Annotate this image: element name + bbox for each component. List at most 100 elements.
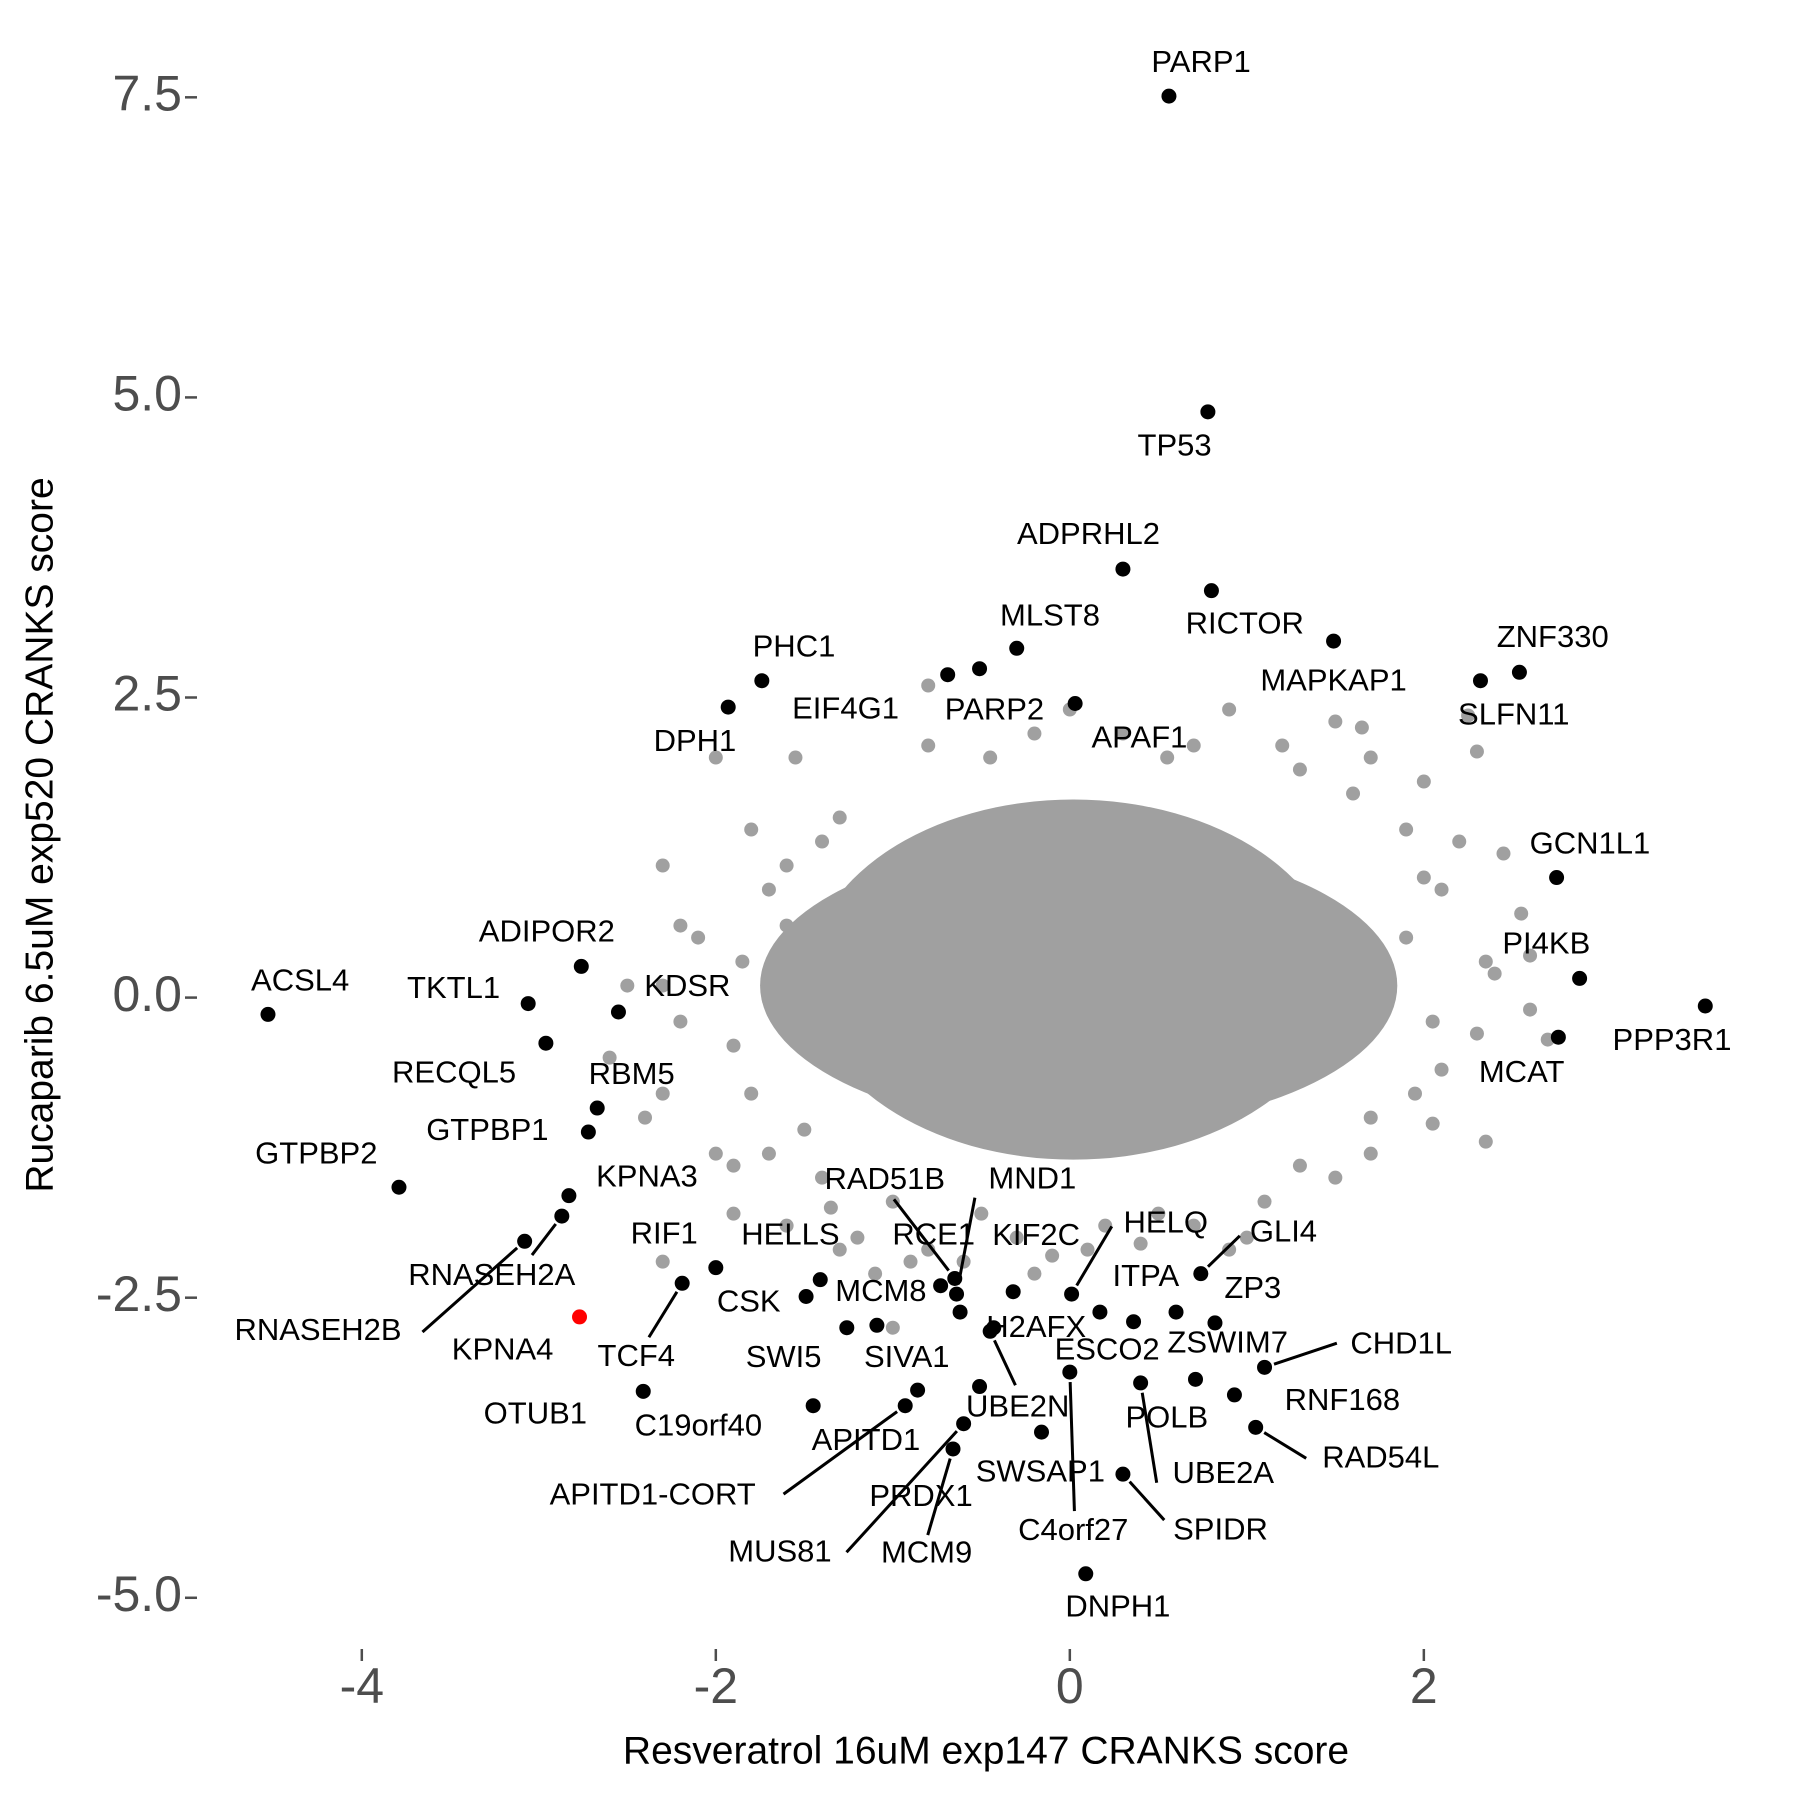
point <box>1354 720 1369 735</box>
point-label: GTPBP2 <box>255 1135 377 1170</box>
point <box>673 918 688 933</box>
point <box>1346 786 1361 801</box>
leader-line <box>1263 1431 1307 1460</box>
point-label: MLST8 <box>1000 597 1100 632</box>
point <box>983 750 998 765</box>
point <box>1514 906 1529 921</box>
leader-line <box>1075 1225 1114 1287</box>
point-label: DNPH1 <box>1065 1588 1170 1623</box>
y-tick-label: 7.5 <box>112 66 182 122</box>
point-label: ESCO2 <box>1055 1332 1160 1367</box>
point <box>572 1309 588 1325</box>
point-label: SPIDR <box>1173 1512 1268 1547</box>
point <box>1469 744 1484 759</box>
point <box>538 1035 554 1051</box>
point-label: UBE2A <box>1172 1455 1274 1490</box>
y-tick-label: 0.0 <box>112 966 182 1022</box>
point-label: RAD51B <box>824 1161 945 1196</box>
point <box>1009 640 1025 656</box>
leader-line <box>782 1410 899 1496</box>
point-label: RICTOR <box>1186 605 1304 640</box>
point <box>815 1170 830 1185</box>
leader-line <box>421 1246 519 1334</box>
point <box>956 1416 972 1432</box>
point <box>1115 561 1131 577</box>
point <box>1186 1218 1201 1233</box>
point <box>933 1278 949 1294</box>
point <box>1452 834 1467 849</box>
point <box>779 858 794 873</box>
point <box>1434 882 1449 897</box>
point-label: ZP3 <box>1224 1270 1281 1305</box>
point <box>1487 966 1502 981</box>
point <box>602 1050 617 1065</box>
point <box>885 1194 900 1209</box>
point-label: PI4KB <box>1502 925 1590 960</box>
leader-line <box>892 1198 950 1272</box>
point <box>1292 762 1307 777</box>
point-label: APITD1 <box>812 1422 921 1457</box>
x-tick-label: 2 <box>1410 1658 1438 1714</box>
point-label: H2AFX <box>986 1309 1086 1344</box>
point <box>779 1218 794 1233</box>
point-label: MUS81 <box>728 1534 831 1569</box>
leader-line <box>1140 1392 1159 1484</box>
point-label: PARP1 <box>1151 44 1250 79</box>
point <box>1064 1286 1080 1302</box>
point <box>1161 88 1177 104</box>
point <box>589 1100 605 1116</box>
y-tick-label: 2.5 <box>112 666 182 722</box>
series <box>602 678 1555 1335</box>
point <box>708 750 723 765</box>
point-label: RAD54L <box>1322 1440 1439 1475</box>
point <box>1399 822 1414 837</box>
point-label: SLFN11 <box>1458 696 1569 731</box>
point <box>1080 1242 1095 1257</box>
y-axis-title: Rucaparib 6.5uM exp520 CRANKS score <box>18 477 61 1192</box>
point-label: CHD1L <box>1350 1326 1452 1361</box>
point-label: TKTL1 <box>407 970 500 1005</box>
point <box>655 1254 670 1269</box>
point-label: SWI5 <box>746 1339 822 1374</box>
point <box>1168 1304 1184 1320</box>
point <box>1363 1110 1378 1125</box>
point-label: ACSL4 <box>251 962 349 997</box>
point <box>1363 1146 1378 1161</box>
x-tick-label: -4 <box>340 1658 384 1714</box>
point-label: UBE2N <box>966 1388 1069 1423</box>
point <box>832 810 847 825</box>
series: PARP1 TP53 ADPRHL2 RICTOR MAPKAP1 ZNF330 SLFN1… <box>234 44 1731 1623</box>
point <box>1399 930 1414 945</box>
point-label: RBM5 <box>589 1056 675 1091</box>
point <box>674 1275 690 1291</box>
point <box>839 1320 855 1336</box>
point <box>554 1208 570 1224</box>
leader-line <box>647 1291 679 1339</box>
leader-line <box>1273 1341 1338 1366</box>
point-label: MCM9 <box>881 1535 972 1570</box>
point <box>1292 1158 1307 1173</box>
point-label: APITD1-CORT <box>550 1477 756 1512</box>
point <box>1126 1314 1142 1330</box>
point <box>610 1004 626 1020</box>
point <box>744 1086 759 1101</box>
point-label: MND1 <box>988 1161 1076 1196</box>
point <box>1416 774 1431 789</box>
point <box>1092 1304 1108 1320</box>
point <box>921 738 936 753</box>
point-label: HELQ <box>1124 1204 1208 1239</box>
point-label: PRDX1 <box>869 1478 972 1513</box>
point <box>921 678 936 693</box>
point <box>812 1272 828 1288</box>
point-label: MCM8 <box>835 1273 926 1308</box>
point <box>1425 1116 1440 1131</box>
point-label: GCN1L1 <box>1530 826 1651 861</box>
point-label: KDSR <box>644 968 730 1003</box>
x-tick-label: -2 <box>694 1658 738 1714</box>
point-label: DPH1 <box>654 723 737 758</box>
point <box>1160 750 1175 765</box>
point-label: ZNF330 <box>1497 619 1609 654</box>
point-label: ITPA <box>1113 1258 1180 1293</box>
point-label: KPNA4 <box>452 1332 554 1367</box>
